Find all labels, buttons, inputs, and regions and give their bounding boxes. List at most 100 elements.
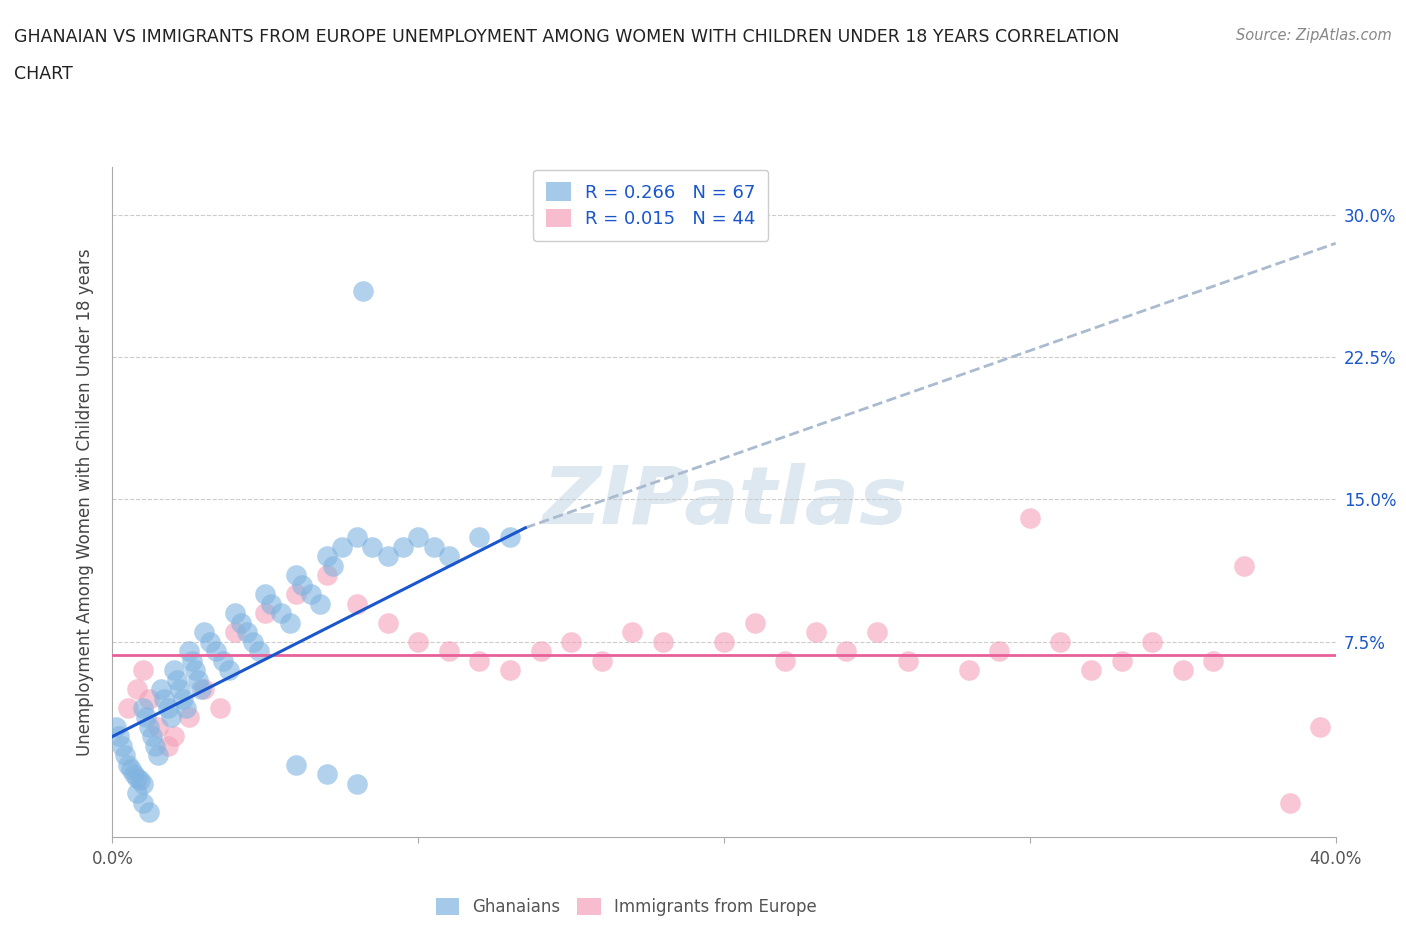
Point xyxy=(499,530,522,545)
Point xyxy=(104,720,127,735)
Point xyxy=(143,738,166,753)
Point xyxy=(184,663,207,678)
Point xyxy=(163,729,186,744)
Point xyxy=(713,634,735,649)
Point xyxy=(174,700,197,715)
Point xyxy=(125,771,148,786)
Point xyxy=(346,596,368,611)
Point xyxy=(560,634,582,649)
Point xyxy=(1171,663,1194,678)
Point xyxy=(177,711,200,725)
Point xyxy=(621,625,644,640)
Point xyxy=(284,587,308,602)
Point xyxy=(122,767,145,782)
Point xyxy=(242,634,264,649)
Point xyxy=(163,663,186,678)
Point xyxy=(148,748,170,763)
Point xyxy=(125,682,148,697)
Point xyxy=(132,663,155,678)
Point xyxy=(193,625,215,640)
Point xyxy=(177,644,200,658)
Point xyxy=(270,605,292,620)
Point xyxy=(591,653,613,668)
Point xyxy=(299,587,322,602)
Legend: Ghanaians, Immigrants from Europe: Ghanaians, Immigrants from Europe xyxy=(429,891,824,923)
Point xyxy=(159,711,181,725)
Point xyxy=(309,596,332,611)
Point xyxy=(172,691,194,706)
Point xyxy=(377,616,399,631)
Point xyxy=(866,625,889,640)
Text: CHART: CHART xyxy=(14,65,73,83)
Point xyxy=(200,634,222,649)
Point xyxy=(1278,795,1301,810)
Point xyxy=(236,625,259,640)
Point xyxy=(284,568,308,583)
Text: ZIPatlas: ZIPatlas xyxy=(541,463,907,541)
Point xyxy=(352,284,374,299)
Point xyxy=(224,605,246,620)
Point xyxy=(218,663,240,678)
Point xyxy=(156,700,179,715)
Point xyxy=(120,762,142,777)
Point xyxy=(205,644,228,658)
Text: GHANAIAN VS IMMIGRANTS FROM EUROPE UNEMPLOYMENT AMONG WOMEN WITH CHILDREN UNDER : GHANAIAN VS IMMIGRANTS FROM EUROPE UNEMP… xyxy=(14,28,1119,46)
Point xyxy=(153,691,176,706)
Point xyxy=(1111,653,1133,668)
Point xyxy=(156,738,179,753)
Point xyxy=(408,530,430,545)
Point xyxy=(284,757,308,772)
Point xyxy=(346,530,368,545)
Point xyxy=(132,700,155,715)
Point xyxy=(208,700,231,715)
Point xyxy=(346,777,368,791)
Point xyxy=(150,682,173,697)
Point xyxy=(315,767,337,782)
Point xyxy=(254,605,277,620)
Point xyxy=(132,795,155,810)
Point xyxy=(278,616,301,631)
Y-axis label: Unemployment Among Women with Children Under 18 years: Unemployment Among Women with Children U… xyxy=(76,248,94,756)
Point xyxy=(804,625,827,640)
Point xyxy=(835,644,858,658)
Point xyxy=(1233,558,1256,573)
Point xyxy=(957,663,980,678)
Point xyxy=(530,644,553,658)
Point xyxy=(1018,511,1040,525)
Point xyxy=(138,691,160,706)
Point xyxy=(1202,653,1225,668)
Point xyxy=(111,738,134,753)
Point xyxy=(254,587,277,602)
Point xyxy=(135,711,157,725)
Point xyxy=(468,653,491,668)
Point xyxy=(291,578,314,592)
Point xyxy=(132,777,155,791)
Point xyxy=(422,539,444,554)
Point xyxy=(315,549,337,564)
Point xyxy=(1080,663,1102,678)
Point xyxy=(247,644,270,658)
Text: Source: ZipAtlas.com: Source: ZipAtlas.com xyxy=(1236,28,1392,43)
Point xyxy=(499,663,522,678)
Point xyxy=(148,720,170,735)
Point xyxy=(181,653,204,668)
Point xyxy=(377,549,399,564)
Point xyxy=(392,539,415,554)
Point xyxy=(468,530,491,545)
Point xyxy=(775,653,797,668)
Point xyxy=(1049,634,1071,649)
Point xyxy=(141,729,163,744)
Point xyxy=(260,596,283,611)
Point xyxy=(193,682,215,697)
Point xyxy=(117,757,139,772)
Point xyxy=(361,539,384,554)
Point xyxy=(169,682,191,697)
Point xyxy=(1142,634,1164,649)
Point xyxy=(652,634,675,649)
Point xyxy=(437,549,460,564)
Point xyxy=(229,616,252,631)
Point xyxy=(315,568,337,583)
Point xyxy=(408,634,430,649)
Point xyxy=(224,625,246,640)
Point xyxy=(125,786,148,801)
